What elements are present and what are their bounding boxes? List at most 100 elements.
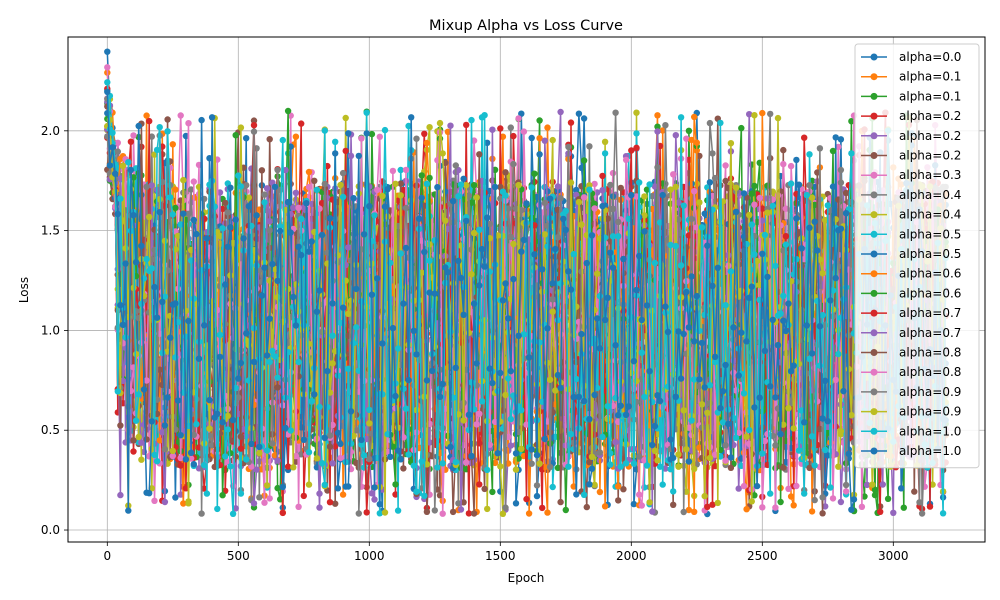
data-point <box>117 491 124 499</box>
data-point <box>531 170 538 177</box>
chart-title: Mixup Alpha vs Loss Curve <box>429 18 623 34</box>
data-point <box>497 463 504 470</box>
data-point <box>130 448 137 455</box>
data-point <box>298 120 305 127</box>
data-point <box>381 126 389 134</box>
data-point <box>363 509 370 516</box>
data-point <box>507 124 514 131</box>
data-point <box>164 116 171 123</box>
data-point <box>266 136 273 143</box>
data-point <box>740 449 748 456</box>
data-point <box>751 112 758 119</box>
data-point <box>311 177 318 184</box>
data-point <box>449 508 457 516</box>
data-point <box>691 508 698 515</box>
data-point <box>837 498 845 506</box>
data-point <box>801 134 808 141</box>
data-point <box>476 481 483 488</box>
data-point <box>580 157 588 164</box>
data-point <box>169 141 176 148</box>
data-point <box>274 457 281 464</box>
data-point <box>567 119 575 126</box>
data-point <box>709 501 716 508</box>
data-point <box>470 182 478 189</box>
data-point <box>544 124 551 131</box>
data-point <box>601 150 609 157</box>
data-point <box>911 488 918 495</box>
data-point <box>539 504 546 512</box>
data-point <box>793 156 800 164</box>
data-point <box>292 189 300 196</box>
data-point <box>536 117 543 124</box>
data-point <box>232 453 239 460</box>
data-point <box>423 139 431 147</box>
data-point <box>670 501 677 508</box>
data-point <box>468 116 475 124</box>
data-point <box>444 128 452 135</box>
data-point <box>177 112 184 119</box>
data-point <box>143 436 150 443</box>
data-point <box>704 503 711 510</box>
data-point <box>654 128 661 135</box>
data-point <box>368 490 376 497</box>
data-point <box>138 456 145 463</box>
data-point <box>460 175 467 182</box>
data-point <box>518 110 525 117</box>
data-point <box>685 127 693 134</box>
data-point <box>633 130 640 137</box>
data-point <box>292 133 300 140</box>
data-point <box>780 160 787 168</box>
data-point <box>787 493 795 500</box>
data-point <box>266 495 273 502</box>
data-point <box>900 504 907 511</box>
data-point <box>748 190 755 197</box>
data-point <box>787 338 795 346</box>
data-point <box>515 115 522 122</box>
data-point <box>693 139 700 146</box>
data-point <box>601 503 609 510</box>
data-point <box>633 109 640 116</box>
data-point <box>256 494 263 501</box>
data-point <box>630 500 638 508</box>
data-point <box>219 492 226 499</box>
data-point <box>345 130 352 137</box>
data-point <box>533 492 541 500</box>
data-point <box>300 492 307 500</box>
data-point <box>127 138 135 145</box>
data-point <box>203 490 211 497</box>
data-point <box>392 481 399 488</box>
data-point <box>326 499 334 506</box>
data-point <box>829 147 837 155</box>
data-point <box>845 182 852 189</box>
data-point <box>599 187 606 194</box>
data-point <box>463 121 470 129</box>
data-point <box>683 135 690 142</box>
data-point <box>305 481 313 488</box>
data-point <box>489 488 496 496</box>
data-point <box>497 125 504 132</box>
data-point <box>305 168 313 176</box>
data-point <box>426 124 433 131</box>
data-point <box>607 181 614 189</box>
data-point <box>596 488 604 496</box>
data-point <box>227 184 234 191</box>
data-point <box>442 188 449 195</box>
data-point <box>612 438 619 446</box>
data-point <box>426 174 433 182</box>
data-point <box>447 122 454 129</box>
data-point <box>418 172 425 179</box>
data-point <box>295 503 302 510</box>
data-point <box>279 509 286 517</box>
data-point <box>562 506 569 514</box>
data-point <box>544 509 551 516</box>
data-point <box>237 445 245 452</box>
data-point <box>782 233 790 240</box>
data-point <box>172 186 179 193</box>
data-point <box>654 112 661 119</box>
data-point <box>709 150 716 157</box>
data-point <box>549 483 556 491</box>
data-point <box>339 491 347 498</box>
data-point <box>329 460 336 467</box>
data-point <box>580 115 588 122</box>
data-point <box>172 204 179 212</box>
